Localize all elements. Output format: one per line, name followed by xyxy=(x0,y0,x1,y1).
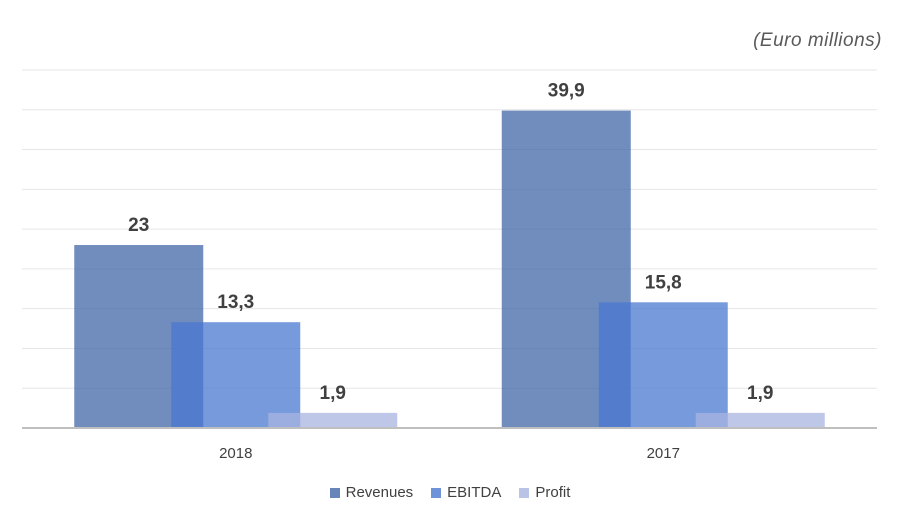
bar-ebitda-2018 xyxy=(171,322,301,428)
legend: Revenues EBITDA Profit xyxy=(0,484,900,501)
data-label-profit-2018: 1,9 xyxy=(320,383,346,404)
data-label-revenues-2018: 23 xyxy=(128,215,149,236)
x-tick-label-2018: 2018 xyxy=(219,445,252,462)
x-tick-label-2017: 2017 xyxy=(647,445,680,462)
data-label-profit-2017: 1,9 xyxy=(747,383,773,404)
data-label-revenues-2017: 39,9 xyxy=(548,81,585,102)
legend-label: EBITDA xyxy=(447,484,502,501)
bar-ebitda-2017 xyxy=(598,302,728,428)
legend-swatch xyxy=(431,487,442,498)
x-tick-labels: 2018 2017 xyxy=(219,445,680,462)
bar-profit-2017 xyxy=(695,412,825,428)
data-label-ebitda-2018: 13,3 xyxy=(217,292,254,313)
legend-label: Profit xyxy=(535,484,571,501)
legend-item-revenues: Revenues xyxy=(329,484,414,501)
legend-item-profit: Profit xyxy=(519,484,570,501)
bars xyxy=(74,110,825,428)
legend-label: Revenues xyxy=(345,484,414,501)
bar-profit-2018 xyxy=(268,412,398,428)
legend-swatch xyxy=(519,487,530,498)
legend-swatch xyxy=(329,487,340,498)
data-labels: 23 13,3 1,9 39,9 15,8 1,9 xyxy=(128,81,773,404)
data-label-ebitda-2017: 15,8 xyxy=(645,272,682,293)
gridlines xyxy=(22,69,877,389)
unit-note: (Euro millions) xyxy=(753,30,882,51)
legend-item-ebitda: EBITDA xyxy=(431,484,501,501)
